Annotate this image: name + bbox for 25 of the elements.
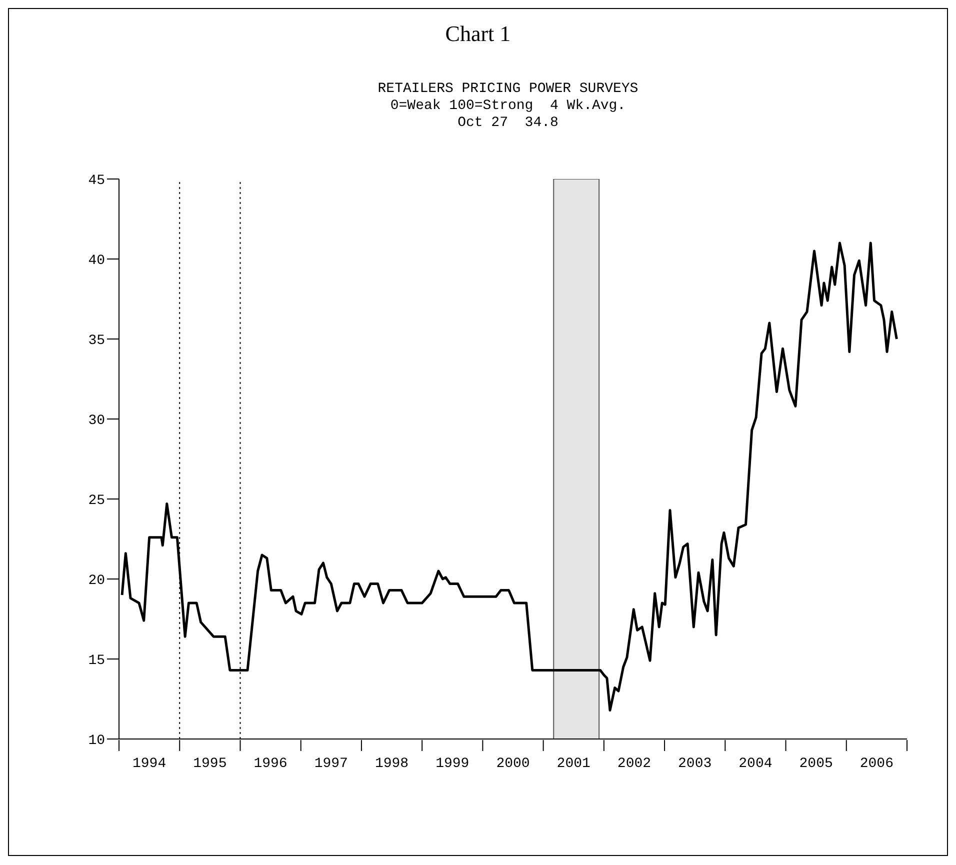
x-tick-label: 1994 <box>132 756 166 772</box>
text: Oct 27 34.8 <box>456 115 560 132</box>
x-tick-label: 1999 <box>436 756 470 772</box>
x-tick-label: 1995 <box>193 756 227 772</box>
text: 0=Weak 100=Strong 4 Wk.Avg. <box>389 98 627 115</box>
y-tick-label: 20 <box>88 572 105 589</box>
x-tick-label: 2004 <box>738 756 772 772</box>
y-tick-label: 10 <box>88 732 105 749</box>
x-tick-label: 2005 <box>799 756 833 772</box>
x-tick-label: 1998 <box>374 756 409 772</box>
x-tick-label: 2003 <box>678 756 712 772</box>
x-tick-label: 2006 <box>860 756 894 772</box>
y-tick-label: 45 <box>88 172 105 189</box>
y-tick-label: 40 <box>88 252 105 269</box>
chart-subtitle: RETAILERS PRICING POWER SURVEYS <box>376 81 640 98</box>
y-tick-label: 35 <box>88 332 105 349</box>
x-tick-label: 1996 <box>254 756 288 772</box>
y-tick-label: 30 <box>88 412 105 429</box>
chart-title: Chart 1 <box>444 21 512 47</box>
x-tick-label: 1997 <box>314 756 348 772</box>
x-tick-label: 2001 <box>556 756 590 772</box>
y-tick-label: 25 <box>88 492 105 509</box>
x-tick-label: 2000 <box>496 756 530 772</box>
y-tick-label: 15 <box>88 652 105 669</box>
x-tick-label: 2002 <box>617 756 652 772</box>
